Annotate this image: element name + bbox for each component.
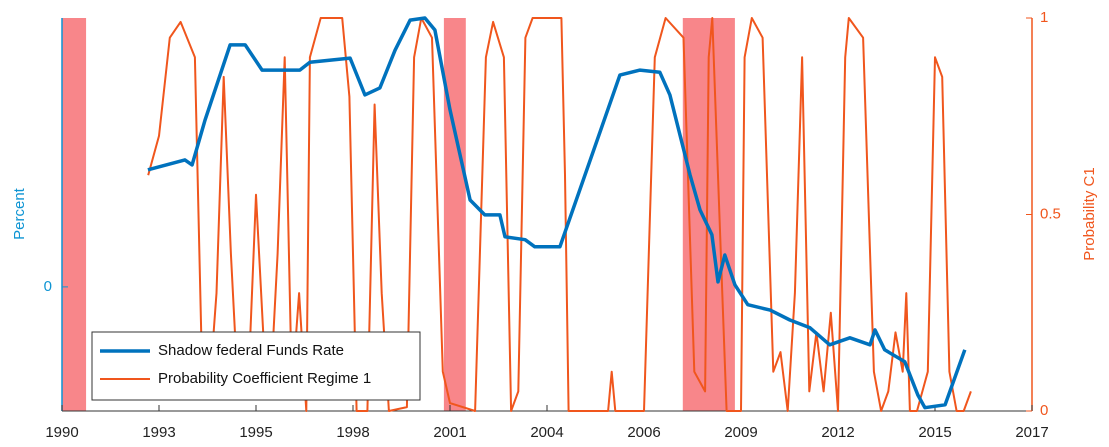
y2-tick-label: 0 [1040,402,1048,419]
x-tick-label: 2006 [627,424,660,441]
shaded-region [443,18,466,411]
y2-tick-label: 0.5 [1040,205,1061,222]
y-axis-label: Percent [11,187,28,240]
legend-box [91,331,421,401]
x-tick-label: 1995 [239,424,272,441]
shaded-region [62,18,87,411]
y-tick-label: 0 [44,278,52,295]
x-tick-label: 1998 [336,424,369,441]
x-tick-label: 1993 [142,424,175,441]
x-tick-label: 2004 [530,424,563,441]
x-tick-label: 2015 [918,424,951,441]
legend: Shadow federal Funds Rate Probability Coe… [91,331,421,401]
y2-axis-label: Probability C1 [1081,167,1098,260]
line-series [147,16,967,410]
legend-label: Shadow federal Funds Rate [158,342,344,359]
x-tick-label: 2017 [1015,424,1048,441]
legend-label: Probability Coefficient Regime 1 [158,370,371,387]
x-tick-label: 2012 [821,424,854,441]
x-tick-label: 2001 [433,424,466,441]
line-series [147,17,972,412]
x-tick-label: 2009 [724,424,757,441]
y2-tick-label: 1 [1040,9,1048,26]
x-tick-label: 1990 [45,424,78,441]
